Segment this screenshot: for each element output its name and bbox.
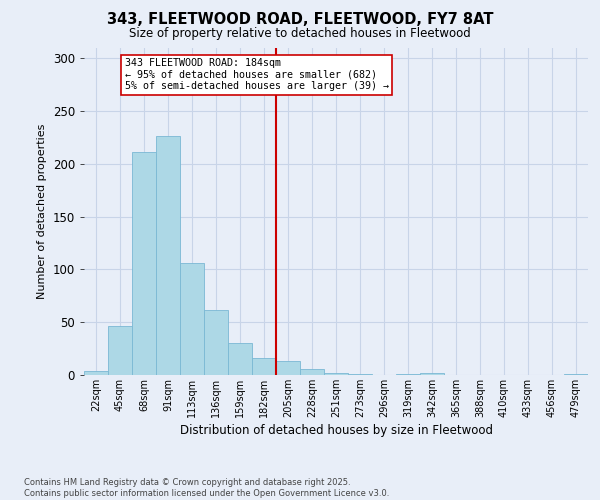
Bar — [396, 374, 420, 375]
Bar — [300, 368, 324, 375]
Bar — [132, 152, 156, 375]
Bar — [420, 373, 444, 375]
Bar — [156, 136, 180, 375]
Text: 343 FLEETWOOD ROAD: 184sqm
← 95% of detached houses are smaller (682)
5% of semi: 343 FLEETWOOD ROAD: 184sqm ← 95% of deta… — [125, 58, 389, 92]
Bar — [348, 374, 372, 375]
Bar — [108, 326, 132, 375]
Bar — [84, 371, 108, 375]
Bar — [204, 310, 228, 375]
Bar — [180, 263, 204, 375]
Y-axis label: Number of detached properties: Number of detached properties — [37, 124, 47, 299]
Text: Contains HM Land Registry data © Crown copyright and database right 2025.
Contai: Contains HM Land Registry data © Crown c… — [24, 478, 389, 498]
Text: Size of property relative to detached houses in Fleetwood: Size of property relative to detached ho… — [129, 28, 471, 40]
Bar — [564, 374, 588, 375]
Bar — [324, 373, 348, 375]
X-axis label: Distribution of detached houses by size in Fleetwood: Distribution of detached houses by size … — [179, 424, 493, 437]
Bar — [276, 362, 300, 375]
Bar — [252, 358, 276, 375]
Bar — [228, 344, 252, 375]
Text: 343, FLEETWOOD ROAD, FLEETWOOD, FY7 8AT: 343, FLEETWOOD ROAD, FLEETWOOD, FY7 8AT — [107, 12, 493, 28]
